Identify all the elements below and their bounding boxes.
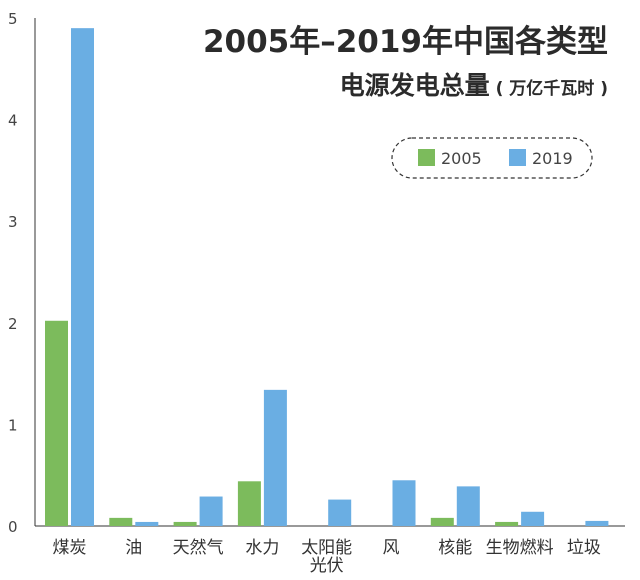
bar-2019-天然气 [199, 496, 223, 526]
legend-frame [391, 137, 593, 179]
x-tick-label-风: 风 [383, 538, 400, 558]
x-tick-label-生物燃料: 生物燃料 [486, 538, 554, 558]
bar-2005-天然气 [173, 521, 197, 526]
bar-2019-水力 [263, 389, 287, 526]
x-tick-label-油: 油 [125, 538, 142, 558]
x-tick-label-核能: 核能 [438, 538, 472, 558]
bar-2019-太阳能光伏 [328, 499, 352, 526]
x-tick-label-太阳能光伏-line1: 太阳能 [301, 538, 352, 558]
bar-2019-垃圾 [585, 520, 609, 526]
x-tick-label-垃圾: 垃圾 [567, 538, 601, 558]
y-tick-label-4: 4 [8, 112, 18, 130]
x-tick-label-煤炭: 煤炭 [53, 538, 87, 558]
bar-2005-生物燃料 [495, 521, 519, 526]
legend-swatch-2019 [509, 149, 526, 166]
y-tick-label-0: 0 [8, 518, 18, 536]
bar-2019-风 [392, 480, 416, 526]
bar-2005-油 [109, 517, 133, 526]
x-tick-label-水力: 水力 [245, 538, 279, 558]
bar-2019-生物燃料 [521, 511, 545, 526]
legend-swatch-2005 [418, 149, 435, 166]
bar-2019-煤炭 [71, 28, 94, 526]
y-tick-label-2: 2 [8, 315, 18, 333]
x-tick-label-太阳能光伏-line2: 光伏 [310, 556, 344, 576]
y-tick-labels: 0 1 2 3 4 5 [8, 10, 18, 536]
bar-2005-水力 [237, 481, 261, 526]
bar-2019-油 [135, 521, 159, 526]
bar-2005-煤炭 [45, 320, 68, 526]
chart-unit: ( 万亿千瓦时 ) [496, 78, 608, 99]
chart-title-group: 2005年–2019年中国各类型 ( 万亿千瓦时 ) 电源发电总量 [203, 24, 608, 100]
bar-2019-核能 [456, 486, 480, 526]
x-tick-label-天然气: 天然气 [173, 538, 224, 558]
legend-label-2019: 2019 [532, 149, 573, 168]
legend-label-2005: 2005 [441, 149, 482, 168]
chart-subtitle: 电源发电总量 [340, 71, 490, 100]
y-tick-label-3: 3 [8, 213, 18, 231]
legend: 2005 2019 [391, 137, 593, 179]
chart-title: 2005年–2019年中国各类型 [203, 24, 608, 60]
y-tick-label-1: 1 [8, 416, 18, 434]
y-tick-label-5: 5 [8, 10, 18, 28]
bar-2005-核能 [430, 517, 454, 526]
bars [45, 28, 609, 526]
